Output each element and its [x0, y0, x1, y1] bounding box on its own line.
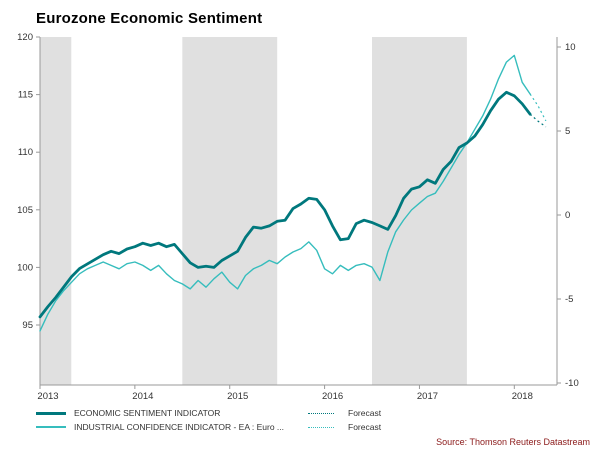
esi-forecast-label: Forecast: [348, 408, 382, 418]
ic-line: [39, 54, 531, 332]
axes: [36, 36, 561, 389]
legend-row-ic: INDUSTRIAL CONFIDENCE INDICATOR - EA : E…: [36, 420, 600, 434]
year-bands: [40, 37, 467, 385]
ic-forecast-label: Forecast: [348, 422, 382, 432]
source-credit: Source: Thomson Reuters Datastream: [436, 437, 590, 447]
x-axis-tick-label: 2018: [512, 391, 533, 402]
x-axis-tick-label: 2017: [417, 391, 438, 402]
right-axis-tick-label: 5: [565, 126, 570, 137]
left-axis-tick-label: 120: [17, 32, 33, 43]
legend-row-esi: ECONOMIC SENTIMENT INDICATOR Forecast: [36, 406, 600, 420]
esi-line-swatch: [36, 411, 66, 415]
esi-legend-label: ECONOMIC SENTIMENT INDICATOR: [74, 408, 221, 418]
x-axis-tick-label: 2015: [227, 391, 248, 402]
ic-legend-label: INDUSTRIAL CONFIDENCE INDICATOR - EA : E…: [74, 422, 285, 432]
ic-forecast-swatch: [308, 426, 334, 428]
x-axis-tick-label: 2016: [322, 391, 343, 402]
x-axis-tick-label: 2014: [132, 391, 153, 402]
year-band: [182, 37, 278, 385]
right-axis-tick-label: 0: [565, 210, 570, 221]
left-axis-tick-label: 95: [22, 320, 33, 331]
right-axis-tick-label: -10: [565, 378, 579, 389]
esi-forecast-line: [529, 113, 547, 128]
chart-title: Eurozone Economic Sentiment: [36, 10, 263, 27]
right-axis-tick-label: 10: [565, 42, 576, 53]
left-axis-tick-label: 100: [17, 262, 33, 273]
left-axis-tick-label: 105: [17, 205, 33, 216]
year-band: [40, 37, 72, 385]
right-axis-tick-label: -5: [565, 294, 573, 305]
esi-forecast-swatch: [308, 412, 334, 414]
ic-forecast-line: [529, 93, 547, 122]
x-axis-tick-label: 2013: [37, 391, 58, 402]
series: [38, 54, 547, 332]
year-band: [372, 37, 467, 385]
left-axis-tick-label: 110: [18, 147, 33, 158]
esi-line: [38, 90, 532, 319]
legend: ECONOMIC SENTIMENT INDICATOR Forecast IN…: [36, 406, 600, 434]
left-axis-tick-label: 115: [18, 90, 33, 101]
ic-line-swatch: [36, 426, 66, 428]
